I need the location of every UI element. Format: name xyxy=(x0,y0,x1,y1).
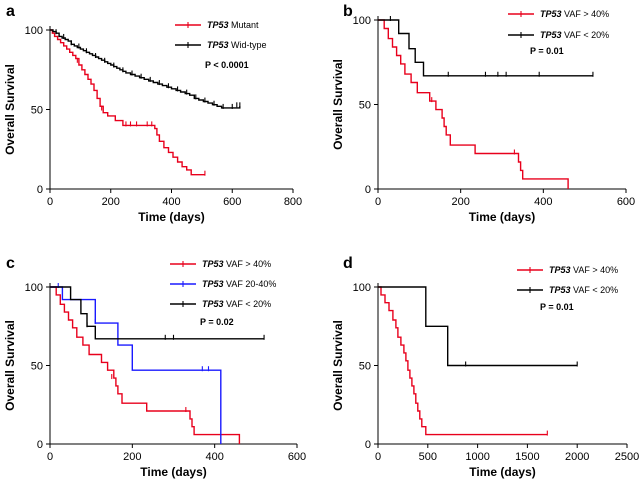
legend-label: TP53 VAF < 20% xyxy=(549,285,618,295)
y-tick-label: 0 xyxy=(365,184,371,196)
legend-label: TP53 VAF > 40% xyxy=(549,265,618,275)
legend-label: TP53 VAF 20-40% xyxy=(202,279,276,289)
legend-gene: TP53 xyxy=(207,20,229,30)
legend-label: TP53 VAF > 40% xyxy=(540,9,609,19)
legend-gene: TP53 xyxy=(202,259,224,269)
panel-label: a xyxy=(6,3,15,20)
y-tick-label: 100 xyxy=(25,282,43,294)
legend-text: VAF < 20% xyxy=(562,30,610,40)
series-1 xyxy=(50,286,241,444)
x-tick-label: 600 xyxy=(223,196,241,208)
series-1 xyxy=(378,19,569,189)
y-tick-label: 50 xyxy=(31,361,43,373)
legend-text: VAF > 40% xyxy=(562,9,610,19)
y-tick-label: 0 xyxy=(37,184,43,196)
y-tick-label: 100 xyxy=(353,282,371,294)
legend-gene: TP53 xyxy=(202,279,224,289)
y-tick-label: 50 xyxy=(359,100,371,112)
x-tick-label: 800 xyxy=(284,196,302,208)
legend-gene: TP53 xyxy=(540,30,562,40)
y-axis-label: Overall Survival xyxy=(3,320,17,411)
legend-label: TP53 VAF < 20% xyxy=(540,30,609,40)
x-tick-label: 200 xyxy=(123,451,141,463)
x-tick-label: 600 xyxy=(617,196,635,208)
survival-curve xyxy=(50,286,241,444)
x-tick-label: 400 xyxy=(162,196,180,208)
x-tick-label: 200 xyxy=(102,196,120,208)
legend-gene: TP53 xyxy=(549,265,571,275)
p-value: P = 0.01 xyxy=(530,46,564,56)
p-value: P < 0.0001 xyxy=(205,60,249,70)
x-axis-label: Time (days) xyxy=(469,465,535,479)
y-axis-label: Overall Survival xyxy=(331,320,345,411)
survival-curve xyxy=(378,286,578,367)
panel-b: b 0 50 100 0 200 400 600 Time (days) Overall Surv… xyxy=(331,3,635,224)
legend-text: VAF > 40% xyxy=(224,259,272,269)
legend-gene: TP53 xyxy=(202,299,224,309)
x-tick-label: 400 xyxy=(534,196,552,208)
y-axis-label: Overall Survival xyxy=(331,59,345,150)
legend-text: VAF < 20% xyxy=(571,285,619,295)
legend-label: TP53 Wid-type xyxy=(207,40,267,50)
panel-c: c 0 50 100 0 200 400 600 Time (days) Overall Surv… xyxy=(3,255,306,479)
x-tick-label: 2000 xyxy=(565,451,589,463)
y-tick-label: 0 xyxy=(37,439,43,451)
y-tick-label: 50 xyxy=(31,105,43,117)
legend-gene: TP53 xyxy=(207,40,229,50)
survival-curve xyxy=(50,286,265,340)
x-tick-label: 200 xyxy=(451,196,469,208)
y-tick-label: 100 xyxy=(25,25,43,37)
x-tick-label: 0 xyxy=(375,451,381,463)
legend-text: VAF < 20% xyxy=(224,299,272,309)
y-axis-label: Overall Survival xyxy=(3,64,17,155)
series-2 xyxy=(378,286,578,367)
legend-label: TP53 VAF < 20% xyxy=(202,299,271,309)
p-value: P = 0.02 xyxy=(200,317,234,327)
y-tick-label: 100 xyxy=(353,15,371,27)
survival-curve xyxy=(378,19,593,77)
survival-curve xyxy=(378,286,548,436)
legend-gene: TP53 xyxy=(540,9,562,19)
series-2 xyxy=(378,16,594,77)
series-1 xyxy=(50,29,206,176)
panel-a: a 0 50 100 0 200 400 600 800 Time (days) Overall S… xyxy=(3,3,302,224)
x-tick-label: 400 xyxy=(205,451,223,463)
x-tick-label: 500 xyxy=(419,451,437,463)
y-tick-label: 0 xyxy=(365,439,371,451)
legend-text: VAF > 40% xyxy=(571,265,619,275)
series-2 xyxy=(50,283,222,444)
y-tick-label: 50 xyxy=(359,361,371,373)
panel-label: c xyxy=(6,255,15,272)
panel-label: b xyxy=(343,3,353,20)
p-value: P = 0.01 xyxy=(540,302,574,312)
series-1 xyxy=(378,286,548,436)
x-tick-label: 600 xyxy=(288,451,306,463)
x-tick-label: 2500 xyxy=(615,451,639,463)
survival-curve xyxy=(50,29,205,176)
series-3 xyxy=(50,286,265,340)
x-tick-label: 1000 xyxy=(465,451,489,463)
legend-gene: TP53 xyxy=(549,285,571,295)
survival-curve xyxy=(378,19,569,189)
legend-text: Mutant xyxy=(229,20,260,30)
series-2 xyxy=(50,29,241,109)
legend-text: VAF 20-40% xyxy=(224,279,277,289)
x-tick-label: 1500 xyxy=(515,451,539,463)
x-tick-label: 0 xyxy=(375,196,381,208)
x-tick-label: 0 xyxy=(47,451,53,463)
x-tick-label: 0 xyxy=(47,196,53,208)
survival-curve xyxy=(50,286,222,444)
x-axis-label: Time (days) xyxy=(138,210,204,224)
legend-label: TP53 VAF > 40% xyxy=(202,259,271,269)
legend-text: Wid-type xyxy=(229,40,267,50)
x-axis-label: Time (days) xyxy=(140,465,206,479)
panel-label: d xyxy=(343,255,353,272)
legend-label: TP53 Mutant xyxy=(207,20,259,30)
x-axis-label: Time (days) xyxy=(469,210,535,224)
